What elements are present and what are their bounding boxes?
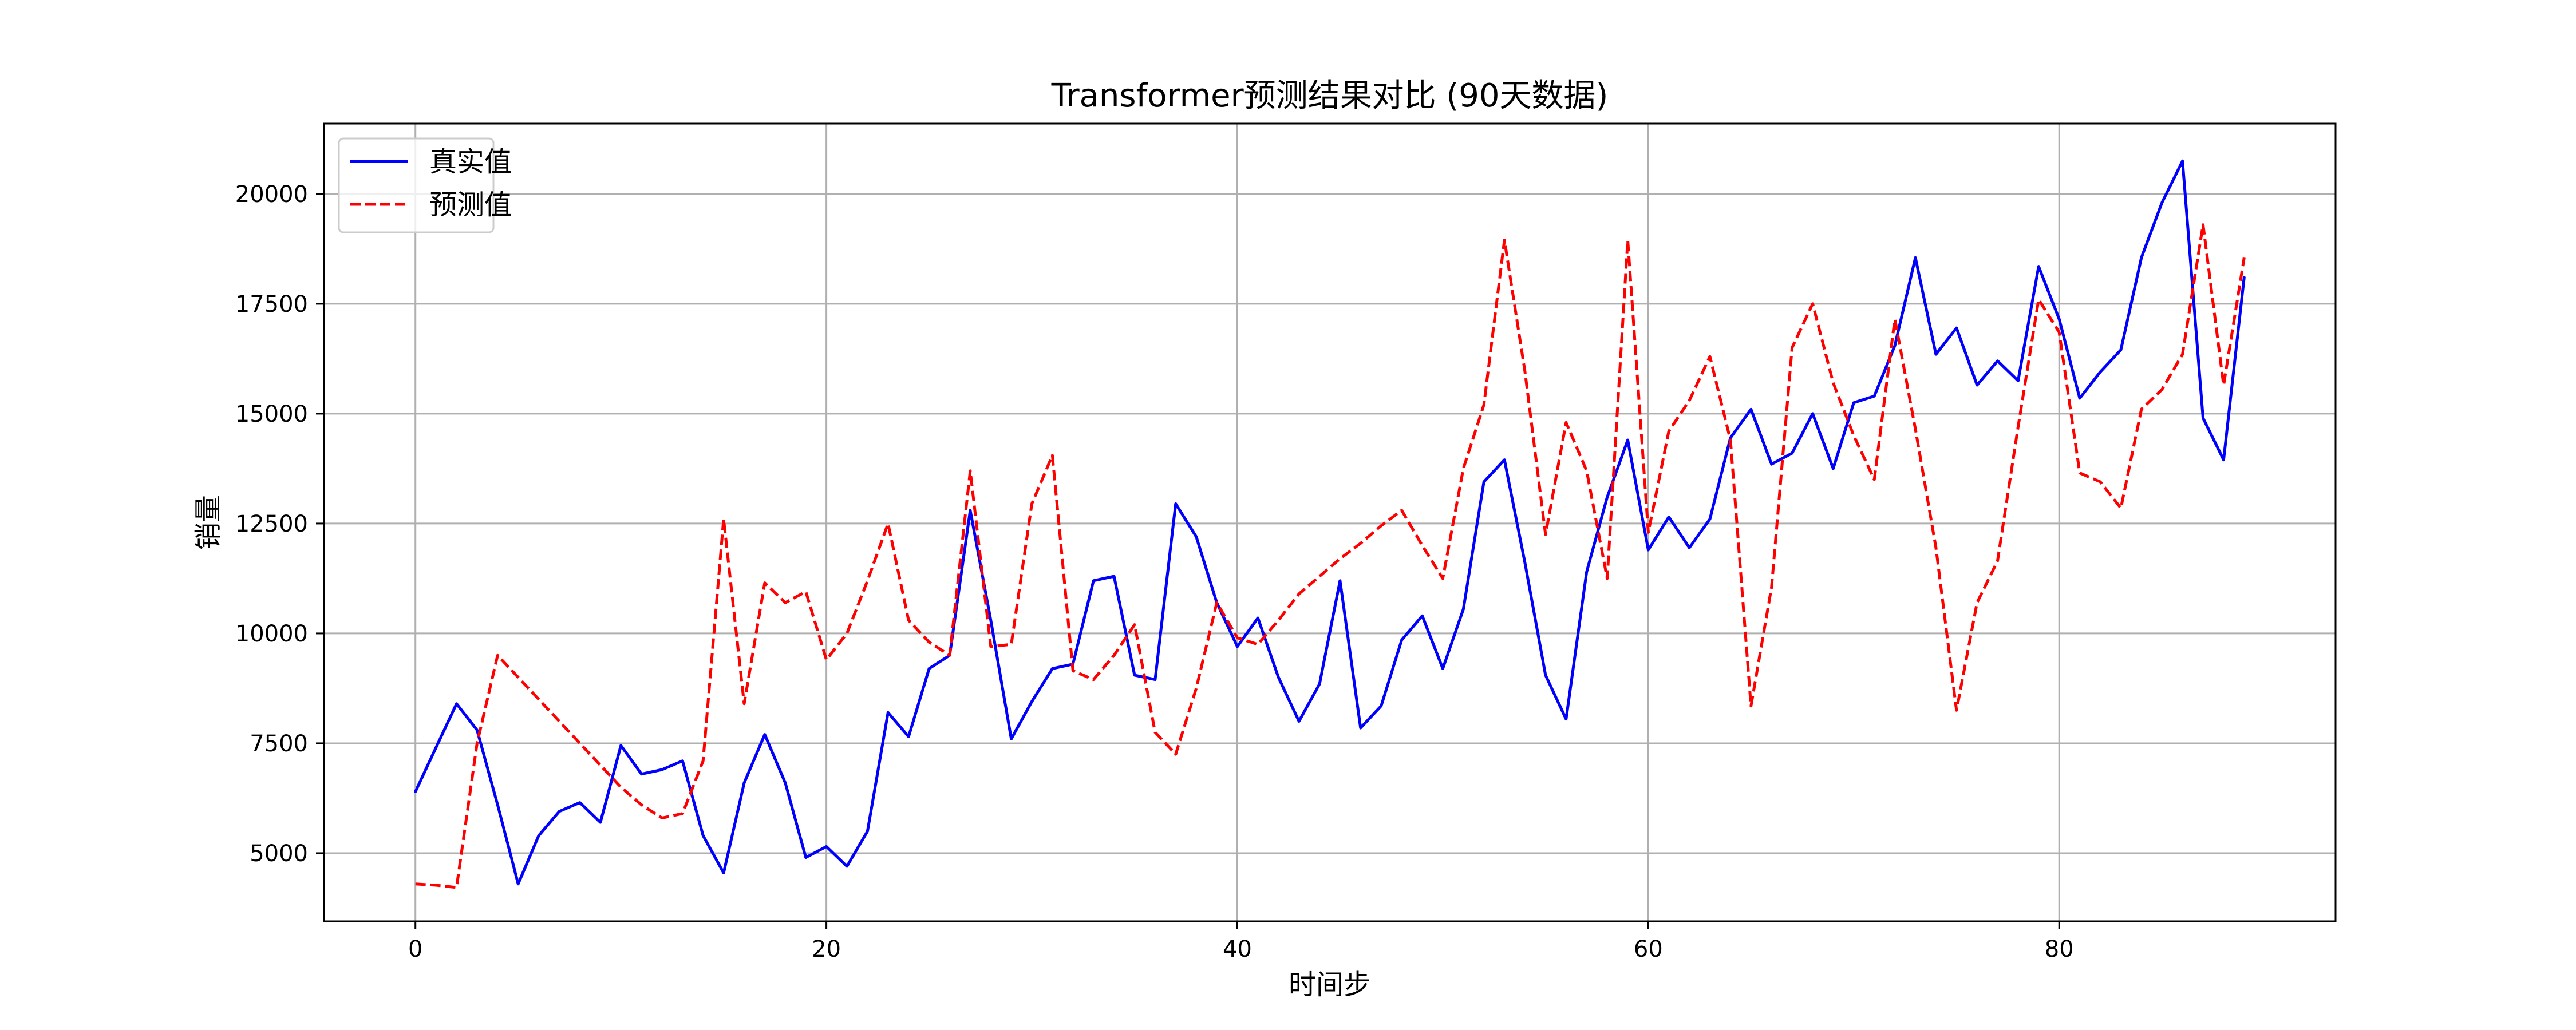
y-tick-label: 5000 [250, 841, 308, 867]
grid-lines [324, 124, 2336, 921]
legend: 真实值 预测值 [338, 137, 512, 233]
x-tick-label: 20 [812, 936, 841, 962]
real-value-line [414, 159, 2246, 886]
x-tick-label: 60 [1634, 936, 1663, 962]
y-tick-label: 20000 [235, 181, 308, 208]
x-tick-label: 80 [2045, 936, 2074, 962]
plot-frame [323, 122, 2337, 922]
legend-label-predicted: 预测值 [429, 189, 512, 221]
series-layer [414, 159, 2246, 889]
predicted-value-line [415, 223, 2246, 889]
y-tick-label: 17500 [235, 291, 308, 318]
y-axis-label: 销量 [192, 495, 224, 550]
y-tick-label: 7500 [250, 731, 308, 757]
x-tick-label: 0 [408, 936, 422, 962]
x-tick-label: 40 [1223, 936, 1252, 962]
y-tick-label: 15000 [235, 401, 308, 427]
chart-title: Transformer预测结果对比 (90天数据) [1051, 77, 1609, 114]
x-axis-label: 时间步 [1289, 969, 1371, 1001]
y-tick-label: 10000 [235, 621, 308, 647]
y-tick-label: 12500 [235, 511, 308, 537]
legend-label-real: 真实值 [429, 146, 512, 178]
axis-ticks: 0 20 40 60 80 5000 7500 10000 12500 15000 17500 200… [235, 181, 2074, 962]
